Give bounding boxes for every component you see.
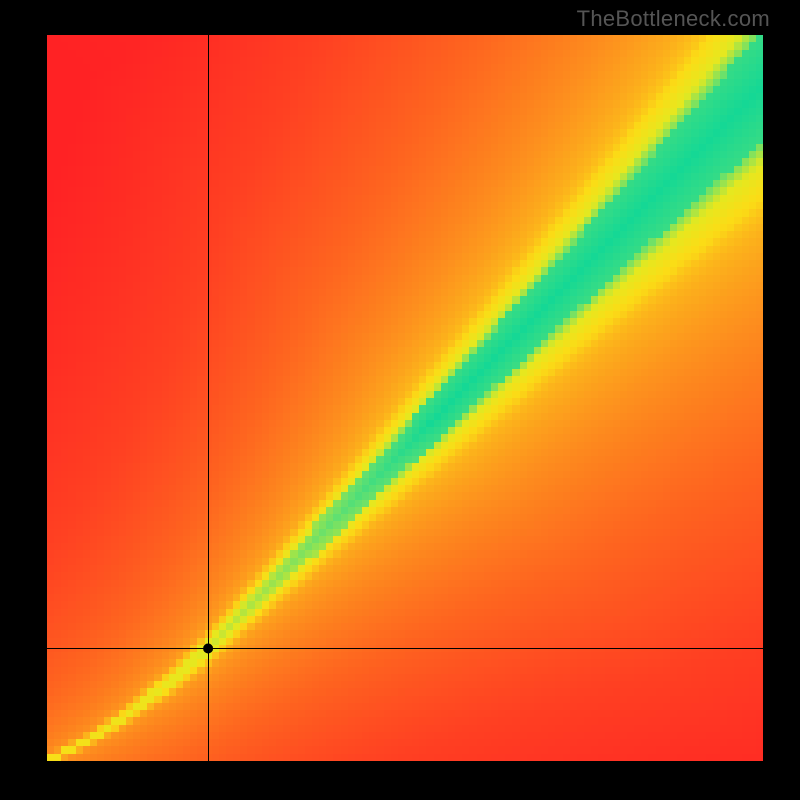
- bottleneck-heatmap: [47, 35, 763, 761]
- watermark: TheBottleneck.com: [577, 6, 770, 32]
